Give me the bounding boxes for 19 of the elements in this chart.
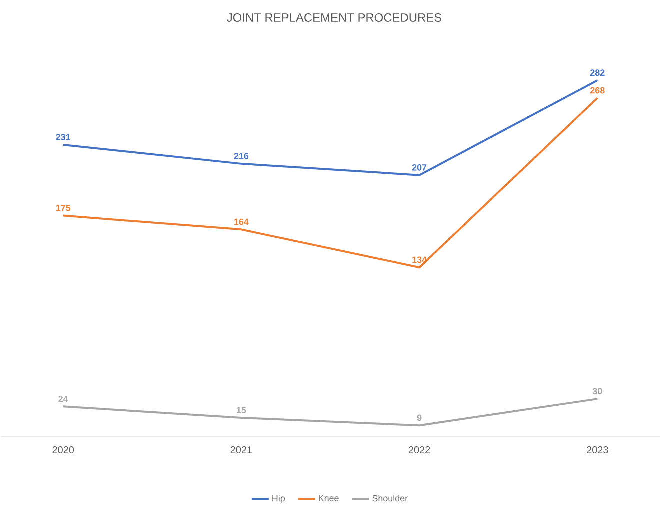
data-label: 15	[237, 407, 246, 414]
data-label: 24	[58, 396, 68, 402]
data-label: 9	[417, 414, 422, 422]
x-tick-label: 2023	[587, 446, 608, 454]
data-label: 30	[592, 388, 602, 395]
data-label: 207	[412, 164, 427, 171]
chart-title: JOINT REPLACEMENT PROCEDURES	[227, 14, 442, 22]
data-label: 164	[234, 218, 249, 226]
legend-label: Knee	[319, 495, 339, 502]
data-label: 175	[56, 205, 71, 212]
x-tick-label: 2020	[52, 446, 74, 454]
data-label: 282	[590, 70, 605, 76]
x-tick-label: 2021	[230, 446, 252, 454]
x-tick-label: 2022	[408, 446, 430, 454]
legend-label: Shoulder	[372, 495, 408, 502]
legend-label: Hip	[272, 495, 285, 504]
data-label: 231	[56, 134, 71, 140]
data-label: 216	[234, 153, 249, 160]
data-label: 268	[590, 87, 605, 94]
